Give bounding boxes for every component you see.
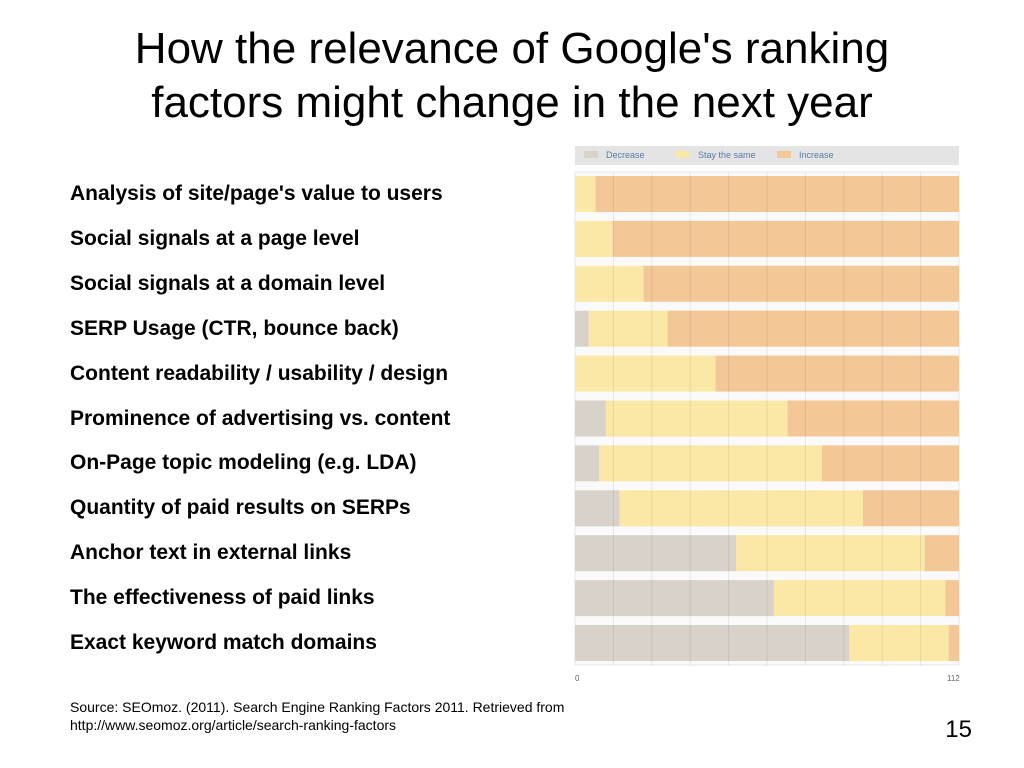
- bar-segment: [575, 220, 613, 257]
- bar-segment: [773, 580, 946, 617]
- legend-background: [575, 146, 959, 165]
- x-tick-label: 0: [575, 674, 580, 683]
- page-number: 15: [945, 716, 972, 743]
- category-label: On-Page topic modeling (e.g. LDA): [70, 451, 417, 475]
- bar-segment: [575, 580, 774, 617]
- bar-segment: [595, 176, 959, 212]
- bar-segment: [667, 310, 959, 347]
- category-label: Anchor text in external links: [70, 541, 352, 565]
- bar-segment: [612, 220, 959, 257]
- bar-segment: [599, 445, 822, 482]
- legend-label: Decrease: [606, 150, 645, 160]
- source-line-1: Source: SEOmoz. (2011). Search Engine Ra…: [70, 699, 565, 715]
- bar-segment: [575, 625, 850, 661]
- category-label: Social signals at a page level: [70, 226, 360, 250]
- category-label: SERP Usage (CTR, bounce back): [70, 316, 399, 340]
- category-label: The effectiveness of paid links: [70, 586, 375, 610]
- title-line-1: How the relevance of Google's ranking: [134, 24, 890, 73]
- legend-swatch: [777, 151, 791, 158]
- source-line-2: http://www.seomoz.org/article/search-ran…: [70, 717, 397, 733]
- legend-label: Stay the same: [698, 150, 756, 160]
- category-label: Social signals at a domain level: [70, 271, 386, 295]
- bar-segment: [924, 535, 959, 572]
- bar-segment: [575, 490, 620, 527]
- stacked-bar-chart: Decrease Stay the same Increase 0 112: [574, 146, 960, 683]
- x-tick-label: 112: [947, 674, 960, 683]
- bar-segment: [715, 355, 959, 392]
- bar-segment: [849, 625, 949, 661]
- category-label: Prominence of advertising vs. content: [70, 406, 451, 430]
- bar-segment: [575, 265, 644, 302]
- category-label: Quantity of paid results on SERPs: [70, 496, 411, 520]
- bar-segment: [575, 310, 589, 347]
- category-label: Content readability / usability / design: [70, 361, 449, 385]
- category-label: Analysis of site/page's value to users: [70, 182, 443, 205]
- bar-segment: [863, 490, 959, 527]
- bar-segment: [575, 535, 737, 572]
- legend-label: Increase: [799, 150, 834, 160]
- bar-segment: [575, 400, 606, 437]
- bar-segment: [787, 400, 959, 437]
- bar-segment: [736, 535, 925, 572]
- title-line-2: factors might change in the next year: [151, 78, 873, 127]
- category-label: Exact keyword match domains: [70, 631, 377, 654]
- legend-swatch: [584, 151, 598, 158]
- bar-segment: [619, 490, 863, 527]
- bar-segment: [643, 265, 959, 302]
- bar-segment: [945, 580, 959, 617]
- bar-segment: [821, 445, 959, 482]
- bar-segment: [575, 445, 599, 482]
- legend-swatch: [676, 151, 690, 158]
- slide-title: How the relevance of Google's ranking fa…: [0, 22, 1024, 130]
- source-citation: Source: SEOmoz. (2011). Search Engine Ra…: [70, 698, 564, 734]
- bar-segment: [588, 310, 668, 347]
- bar-segment: [575, 176, 596, 212]
- bar-segment: [605, 400, 788, 437]
- bar-segment: [575, 355, 716, 392]
- bar-segment: [948, 625, 959, 661]
